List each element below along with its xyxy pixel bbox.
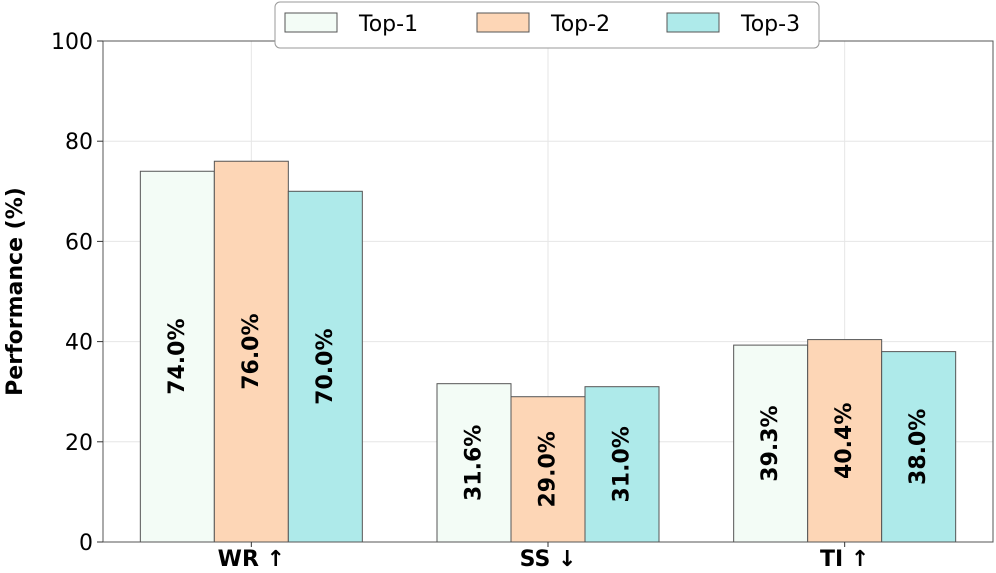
- bar-value-label: 29.0%: [536, 431, 561, 507]
- y-tick-label: 20: [65, 431, 93, 456]
- bar-top-3: [881, 351, 957, 543]
- legend-box: [274, 1, 820, 49]
- bar-value-label: 40.4%: [832, 403, 857, 479]
- bars: 74.0% 76.0% 70.0% 31.6% 29.0% 31.0% 39.3% 40.4%…: [139, 160, 957, 543]
- y-tick-label: 80: [65, 130, 93, 155]
- legend-swatch: [666, 12, 720, 33]
- bar-value-label: 38.0%: [906, 409, 931, 485]
- legend-swatch: [476, 12, 530, 33]
- bar-top-1: [733, 344, 809, 543]
- x-category-label: TI ↑: [820, 547, 869, 572]
- bar-top-3: [584, 386, 660, 543]
- y-tick-label: 60: [65, 230, 93, 255]
- y-tick-label: 40: [65, 331, 93, 356]
- bar-value-label: 39.3%: [758, 405, 783, 481]
- x-category-label: SS ↓: [520, 547, 577, 572]
- legend-swatch: [284, 12, 338, 33]
- x-category-label: WR ↑: [218, 547, 285, 572]
- bar-value-label: 70.0%: [313, 328, 338, 404]
- bar-top-2: [510, 396, 586, 543]
- bar-top-2: [213, 160, 289, 543]
- bar-value-label: 74.0%: [165, 318, 190, 394]
- bar-value-label: 31.0%: [610, 426, 635, 502]
- bar-top-3: [287, 190, 363, 543]
- bar-top-2: [807, 339, 883, 543]
- bar-value-label: 31.6%: [462, 425, 487, 501]
- legend-label: Top-1: [358, 12, 418, 37]
- x-axis-category-labels: WR ↑ SS ↓ TI ↑: [218, 542, 869, 572]
- bar-value-label: 76.0%: [239, 313, 264, 389]
- bar-top-1: [436, 383, 512, 543]
- y-tick-label: 0: [79, 531, 93, 556]
- legend-label: Top-3: [740, 12, 800, 37]
- y-axis-ticks: 0 20 40 60 80 100: [51, 30, 103, 556]
- legend-label: Top-2: [550, 12, 610, 37]
- y-tick-label: 100: [51, 30, 93, 55]
- legend: Top-1 Top-2 Top-3: [274, 1, 820, 49]
- y-axis-title: Performance (%): [3, 187, 28, 396]
